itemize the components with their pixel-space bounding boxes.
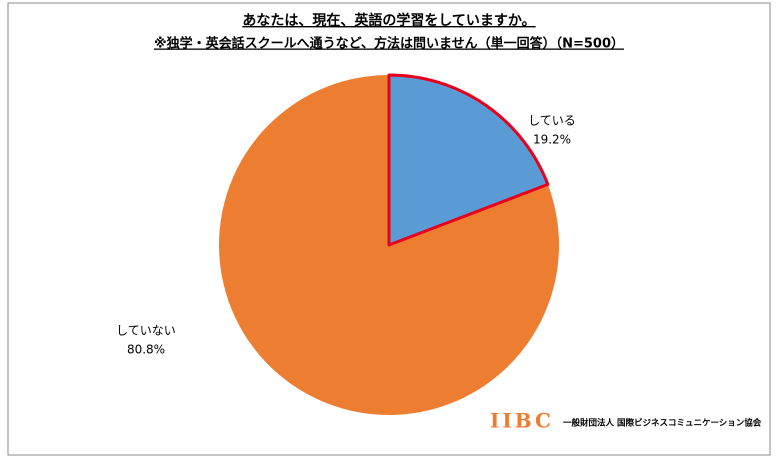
value-label: 19.2% [533, 133, 571, 147]
logo: IIBC [490, 409, 554, 433]
pie-slice [387, 73, 550, 247]
slice-label: している [528, 114, 576, 128]
logo-text: 一般財団法人 国際ビジネスコミュニケーション協会 [563, 418, 762, 429]
value-label: 80.8% [127, 343, 165, 357]
chart-subtitle: ※独学・英会話スクールへ通うなど、方法は問いません（単一回答）（N=500） [154, 36, 624, 52]
chart-title: あなたは、現在、英語の学習をしていますか。 [242, 12, 535, 29]
slice-label: していない [116, 324, 176, 338]
